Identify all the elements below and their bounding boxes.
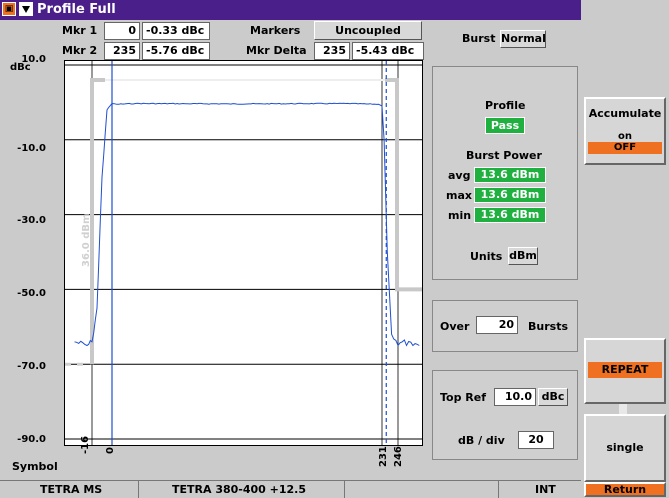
mask-upper-right	[385, 77, 422, 292]
status-band: TETRA 380-400 +12.5	[172, 483, 307, 496]
y-tick-label: 10.0	[21, 54, 46, 65]
burst-power-title: Burst Power	[466, 149, 542, 162]
mkr2-position-field[interactable]: 235	[104, 42, 140, 60]
window-title: Profile Full	[37, 2, 116, 17]
mask-upper-left	[90, 77, 105, 365]
mkr2-value-field: -5.76 dBc	[142, 42, 210, 60]
repeat-softkey[interactable]: REPEAT	[584, 338, 666, 404]
y-tick-label: -10.0	[17, 143, 46, 154]
y-tick-label: -50.0	[17, 288, 46, 299]
mkr-delta-value-field: -5.43 dBc	[352, 42, 424, 60]
top-ref-field[interactable]: 10.0	[494, 388, 536, 406]
power-trace	[74, 102, 420, 347]
top-ref-label: Top Ref	[440, 391, 487, 404]
mkr1-position-field[interactable]: 0	[104, 22, 140, 40]
return-softkey[interactable]: Return	[584, 482, 666, 497]
title-bar: ▣ Profile Full	[0, 0, 581, 20]
x-tick-label: 0	[105, 447, 116, 454]
avg-value: 13.6 dBm	[474, 167, 546, 183]
mkr1-value-field: -0.33 dBc	[142, 22, 210, 40]
status-ref: INT	[535, 483, 556, 496]
mkr-delta-label: Mkr Delta	[246, 44, 307, 57]
units-button[interactable]: dBm	[508, 247, 538, 265]
accumulate-on-option: on	[618, 131, 632, 142]
profile-status-badge: Pass	[485, 117, 525, 134]
profile-title: Profile	[485, 99, 526, 112]
markers-mode-button[interactable]: Uncoupled	[314, 21, 422, 40]
burst-mode-button[interactable]: Normal	[500, 30, 546, 48]
over-label: Over	[440, 320, 470, 333]
mask-annotation: 36.0 dBm	[81, 214, 92, 267]
y-tick-label: -90.0	[17, 434, 46, 445]
max-label: max	[446, 189, 472, 202]
y-tick-label: -70.0	[17, 361, 46, 372]
mkr-delta-position-field[interactable]: 235	[314, 42, 350, 60]
y-tick-label: -30.0	[17, 215, 46, 226]
bursts-label: Bursts	[528, 320, 568, 333]
burst-label: Burst	[462, 32, 496, 45]
max-value: 13.6 dBm	[474, 187, 546, 203]
window-menu-icon[interactable]: ▣	[2, 2, 16, 16]
min-value: 13.6 dBm	[474, 207, 546, 223]
accumulate-label: Accumulate	[588, 107, 662, 120]
repeat-option: REPEAT	[588, 362, 662, 378]
x-tick-label: 246	[393, 446, 404, 467]
units-label: Units	[470, 250, 503, 263]
x-axis-label: Symbol	[12, 460, 58, 473]
top-ref-unit-button[interactable]: dBc	[538, 388, 568, 406]
profile-plot-svg: 36.0 dBm	[65, 61, 422, 445]
dropdown-arrow-icon[interactable]	[19, 2, 33, 16]
over-count-field[interactable]: 20	[476, 316, 518, 334]
min-label: min	[448, 209, 472, 222]
single-softkey[interactable]: single	[584, 414, 666, 482]
db-div-label: dB / div	[458, 434, 505, 447]
mkr1-label: Mkr 1	[62, 24, 98, 37]
accumulate-softkey[interactable]: Accumulate on OFF	[584, 97, 666, 165]
y-unit-label: dBc	[10, 62, 31, 73]
avg-label: avg	[448, 169, 471, 182]
softkey-link	[619, 404, 627, 414]
x-tick-label: -16	[80, 435, 91, 454]
db-div-field[interactable]: 20	[518, 431, 554, 449]
scale-panel	[432, 370, 578, 460]
mkr2-label: Mkr 2	[62, 44, 98, 57]
markers-label: Markers	[250, 24, 301, 37]
status-bar: TETRA MS TETRA 380-400 +12.5 INT	[0, 480, 581, 498]
status-standard: TETRA MS	[40, 483, 103, 496]
x-tick-label: 231	[378, 446, 389, 467]
profile-plot[interactable]: 36.0 dBm	[64, 60, 423, 446]
accumulate-off-option: OFF	[588, 142, 662, 154]
